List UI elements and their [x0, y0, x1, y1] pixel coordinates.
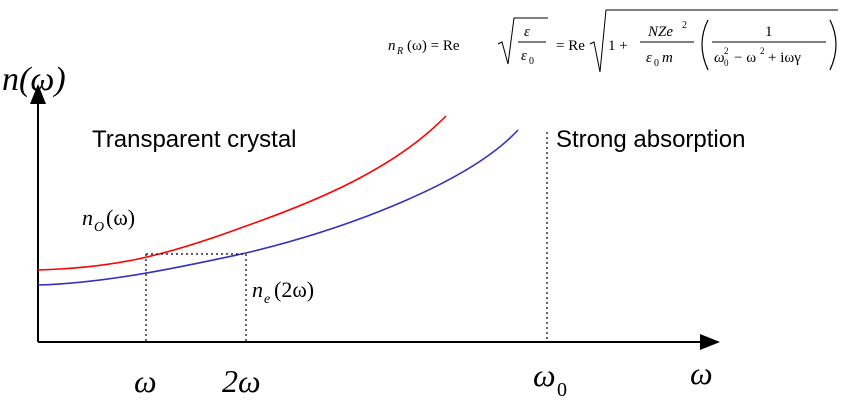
inner-den-a-sub: 0 [724, 58, 729, 68]
extraordinary-label-symbol: n [252, 277, 263, 302]
ratio-denominator: ε [521, 48, 527, 64]
frac-numerator-sup: 2 [682, 20, 687, 31]
sqrt-sign-1 [497, 17, 548, 65]
x-axis-label: ω [690, 355, 713, 391]
formula-one-plus: 1 + [608, 38, 628, 54]
inner-den-a-sup: 2 [724, 46, 729, 56]
ratio-denominator-sub: 0 [529, 56, 534, 67]
region-label-absorption: Strong absorption [556, 126, 745, 153]
frac-denominator-sub: 0 [654, 58, 659, 69]
formula-mid: = Re [556, 38, 585, 54]
frac-numerator: NZe [647, 24, 673, 40]
phase-matching-guides [145, 253, 247, 342]
ordinary-label-symbol: n [82, 205, 93, 230]
ratio-numerator: ε [524, 24, 530, 40]
sqrt-sign-2 [589, 9, 838, 73]
paren-left [701, 19, 709, 71]
extraordinary-curve-label: n e (2ω) [252, 277, 314, 307]
inner-den-b-sup: 2 [760, 46, 765, 56]
y-axis-label: n(ω) [2, 61, 66, 98]
extraordinary-label-arg: (2ω) [274, 277, 314, 302]
ordinary-label-sub: O [94, 220, 104, 235]
extraordinary-index-curve [37, 129, 519, 286]
region-label-transparent: Transparent crystal [92, 126, 297, 153]
frac-denominator-tail: m [662, 50, 673, 66]
paren-right [829, 19, 837, 71]
formula-lhs-sub: R [396, 46, 403, 57]
extraordinary-label-sub: e [264, 292, 270, 307]
ordinary-curve-label: n O (ω) [82, 205, 135, 235]
x-tick-omega0: ω [533, 357, 556, 393]
formula-lhs-arg: (ω) = Re [407, 38, 460, 54]
inner-den-a: ω [714, 50, 725, 66]
inner-den-c: + iωγ [768, 50, 801, 66]
x-tick-omega0-sub: 0 [557, 379, 567, 400]
ordinary-index-curve [37, 115, 447, 271]
inner-den-b: − ω [734, 50, 756, 66]
refractive-index-formula: n R (ω) = Re ε ε 0 = Re 1 + NZe 2 ε 0 m … [388, 9, 838, 73]
inner-numerator: 1 [765, 24, 773, 40]
ordinary-label-arg: (ω) [106, 205, 135, 230]
x-tick-omega: ω [134, 363, 157, 399]
formula-lhs: n [388, 38, 396, 54]
frac-denominator: ε [646, 50, 652, 66]
x-tick-two-omega: 2ω [222, 363, 261, 399]
